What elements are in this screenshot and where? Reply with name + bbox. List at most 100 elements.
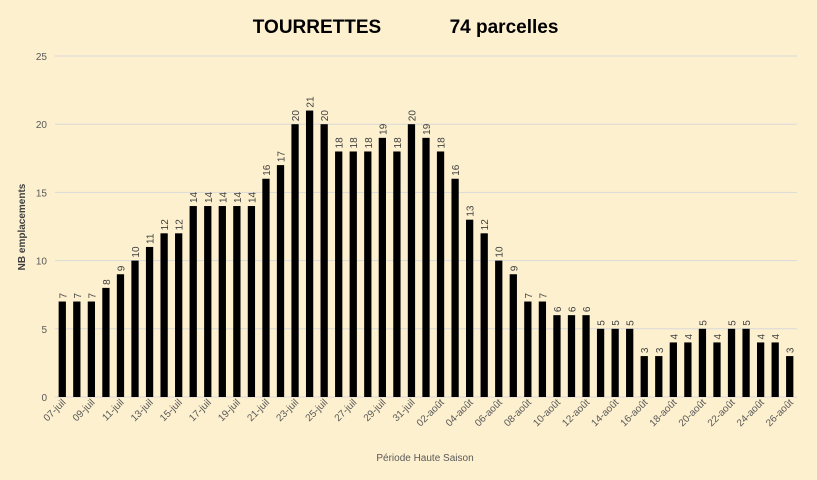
data-label: 4 xyxy=(669,333,680,339)
data-label: 12 xyxy=(160,219,171,231)
x-tick-label: 12-août xyxy=(560,397,592,429)
bar xyxy=(233,206,241,397)
x-tick-label: 31-juil xyxy=(391,397,418,424)
x-axis-label: Période Haute Saison xyxy=(376,453,473,464)
y-tick-label: 20 xyxy=(36,120,48,131)
bar xyxy=(480,233,488,397)
data-label: 7 xyxy=(87,293,98,299)
bar xyxy=(87,301,96,397)
bar xyxy=(422,137,430,397)
bar xyxy=(669,342,677,397)
y-tick-label: 0 xyxy=(41,393,47,404)
data-label: 21 xyxy=(306,96,317,108)
bar xyxy=(102,287,110,397)
bar xyxy=(640,356,648,397)
x-axis-ticks: 07-juil 09-juil 11-juil 13-juil 15-juil 17-ju… xyxy=(42,397,796,429)
bar xyxy=(276,165,285,397)
y-tick-label: 10 xyxy=(36,257,48,268)
data-label: 9 xyxy=(509,265,520,271)
bar xyxy=(655,356,663,397)
bar xyxy=(436,151,445,397)
x-tick-label: 08-août xyxy=(502,397,534,429)
data-label: 19 xyxy=(378,123,389,135)
data-label: 8 xyxy=(102,279,113,285)
data-label: 7 xyxy=(73,293,84,299)
data-label: 7 xyxy=(524,293,535,299)
data-label: 11 xyxy=(146,233,157,244)
x-tick-label: 04-août xyxy=(444,397,476,429)
data-label: 20 xyxy=(407,110,418,122)
data-label: 18 xyxy=(364,137,375,149)
data-label: 7 xyxy=(58,293,69,299)
x-tick-label: 15-juil xyxy=(158,397,185,424)
bar xyxy=(407,124,416,397)
data-label: 5 xyxy=(611,320,622,326)
bar xyxy=(73,301,81,397)
bar xyxy=(596,328,605,397)
x-tick-label: 24-août xyxy=(735,397,767,429)
data-label: 6 xyxy=(553,306,564,312)
data-label: 20 xyxy=(320,110,331,122)
data-label: 18 xyxy=(393,137,404,149)
data-label: 9 xyxy=(116,265,127,271)
bar xyxy=(713,342,721,397)
bar xyxy=(335,151,343,397)
bar xyxy=(786,356,794,397)
x-tick-label: 21-juil xyxy=(245,397,272,424)
bar xyxy=(320,124,328,397)
data-label: 19 xyxy=(422,123,433,135)
y-tick-label: 15 xyxy=(36,188,48,199)
bar xyxy=(262,178,270,397)
data-label: 18 xyxy=(335,137,346,149)
y-axis-label: NB emplacements xyxy=(17,183,28,270)
x-tick-label: 16-août xyxy=(619,397,651,429)
x-tick-label: 14-août xyxy=(589,397,621,429)
x-tick-label: 22-août xyxy=(706,397,738,429)
data-label: 18 xyxy=(437,137,448,149)
bar xyxy=(495,260,503,397)
bar xyxy=(626,328,634,397)
bar xyxy=(727,328,736,397)
bar xyxy=(771,342,779,397)
data-label: 17 xyxy=(277,151,288,163)
x-tick-label: 09-juil xyxy=(71,397,98,424)
data-label: 7 xyxy=(538,293,549,299)
data-label: 14 xyxy=(218,191,229,203)
data-label: 12 xyxy=(175,219,186,231)
data-label: 14 xyxy=(247,191,258,203)
data-label: 5 xyxy=(626,320,637,326)
data-label: 4 xyxy=(757,333,768,339)
bar xyxy=(466,219,474,397)
data-label: 12 xyxy=(480,219,491,231)
bars xyxy=(58,110,794,397)
bar xyxy=(742,328,750,397)
bar xyxy=(509,274,517,397)
y-tick-label: 25 xyxy=(36,52,48,63)
y-tick-label: 5 xyxy=(41,325,47,336)
data-label: 3 xyxy=(640,347,651,353)
x-tick-label: 02-août xyxy=(415,397,447,429)
bar xyxy=(189,206,197,397)
data-label: 16 xyxy=(262,164,273,176)
x-tick-label: 29-juil xyxy=(362,397,389,424)
x-tick-label: 18-août xyxy=(648,397,680,429)
bar xyxy=(145,246,154,397)
data-label: 5 xyxy=(742,320,753,326)
x-tick-label: 25-juil xyxy=(304,397,331,424)
data-label: 6 xyxy=(567,306,578,312)
bar xyxy=(538,301,547,397)
data-label: 20 xyxy=(291,110,302,122)
bar xyxy=(378,137,386,397)
bar xyxy=(684,342,692,397)
data-label: 3 xyxy=(786,347,797,353)
data-label: 4 xyxy=(713,333,724,339)
data-label: 5 xyxy=(597,320,608,326)
bar xyxy=(364,151,372,397)
x-tick-label: 26-août xyxy=(764,397,796,429)
data-label: 4 xyxy=(771,333,782,339)
data-label: 10 xyxy=(495,246,506,258)
bar xyxy=(349,151,357,397)
